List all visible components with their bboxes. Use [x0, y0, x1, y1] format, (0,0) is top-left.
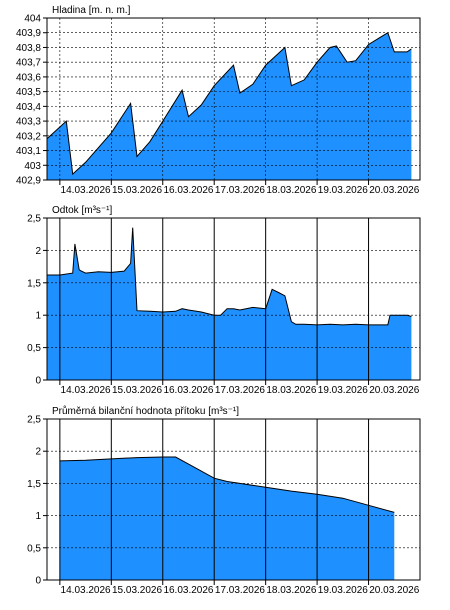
- x-tick-label: 20.03.2026: [369, 585, 419, 596]
- x-tick-label: 16.03.2026: [163, 585, 213, 596]
- y-tick-label: 403,6: [16, 72, 41, 83]
- x-tick-label: 17.03.2026: [215, 585, 265, 596]
- y-tick-label: 403,5: [16, 87, 41, 98]
- y-tick-label: 403: [24, 161, 41, 172]
- y-tick-label: 2: [35, 246, 41, 257]
- y-tick-label: 403,9: [16, 28, 41, 39]
- y-tick-label: 2,5: [27, 214, 41, 225]
- series-line-1: [59, 456, 395, 513]
- chart-title: Odtok [m³s⁻¹]: [52, 205, 113, 216]
- y-tick-label: 1: [35, 511, 41, 522]
- x-tick-label: 19.03.2026: [318, 185, 368, 196]
- chart-title: Průměrná bilanční hodnota přítoku [m³s⁻¹…: [52, 405, 239, 417]
- y-tick-label: 403,3: [16, 117, 41, 128]
- y-tick-label: 0: [35, 376, 41, 387]
- x-tick-label: 17.03.2026: [215, 185, 265, 196]
- chart-panel-1: Hladina [m. n. m.] 402,9 403 403,1 403,2 403,…: [16, 5, 421, 196]
- y-tick-label: 0,5: [27, 343, 41, 354]
- y-tick-label: 2: [35, 447, 41, 458]
- y-tick-label: 403,1: [16, 146, 41, 157]
- series-line-1: [47, 227, 412, 326]
- plot-frame: [46, 418, 421, 581]
- series-line-1: [46, 31, 412, 176]
- y-tick-label: 402,9: [16, 176, 41, 187]
- y-tick-label: 403,2: [16, 131, 41, 142]
- y-tick-label: 403,7: [16, 58, 41, 69]
- plot-frame: [46, 17, 421, 181]
- x-tick-label: 18.03.2026: [266, 385, 316, 396]
- y-tick-label: 403,4: [16, 102, 41, 113]
- x-tick-label: 14.03.2026: [61, 185, 111, 196]
- x-tick-label: 16.03.2026: [163, 185, 213, 196]
- plot-frame: [46, 217, 421, 381]
- chart-panel-3: Průměrná bilanční hodnota přítoku [m³s⁻¹…: [27, 405, 421, 596]
- y-tick-label: 404: [24, 14, 41, 25]
- chart-title: Hladina [m. n. m.]: [52, 5, 131, 16]
- y-tick-label: 1,5: [27, 278, 41, 289]
- x-tick-label: 18.03.2026: [266, 585, 316, 596]
- y-tick-label: 0,5: [27, 543, 41, 554]
- y-tick-label: 403,8: [16, 43, 41, 54]
- x-tick-label: 19.03.2026: [318, 385, 368, 396]
- x-tick-label: 15.03.2026: [112, 385, 162, 396]
- x-tick-label: 15.03.2026: [112, 185, 162, 196]
- y-tick-label: 2,5: [27, 415, 41, 426]
- y-tick-label: 1: [35, 311, 41, 322]
- x-tick-label: 18.03.2026: [266, 185, 316, 196]
- series-area-1: [59, 457, 395, 580]
- x-tick-label: 19.03.2026: [318, 585, 368, 596]
- x-tick-label: 20.03.2026: [369, 385, 419, 396]
- x-tick-label: 14.03.2026: [61, 385, 111, 396]
- y-tick-label: 1,5: [27, 479, 41, 490]
- x-tick-label: 16.03.2026: [163, 385, 213, 396]
- series-area-1: [47, 32, 412, 181]
- x-tick-label: 14.03.2026: [61, 585, 111, 596]
- chart-panel-2: Odtok [m³s⁻¹] 0 0,5 1 1,5 2 2,5 14.03.2026 15.03…: [27, 205, 421, 396]
- series-area-1: [47, 227, 412, 380]
- x-tick-label: 17.03.2026: [215, 385, 265, 396]
- x-tick-label: 15.03.2026: [112, 585, 162, 596]
- x-tick-label: 20.03.2026: [369, 185, 419, 196]
- y-tick-label: 0: [35, 576, 41, 587]
